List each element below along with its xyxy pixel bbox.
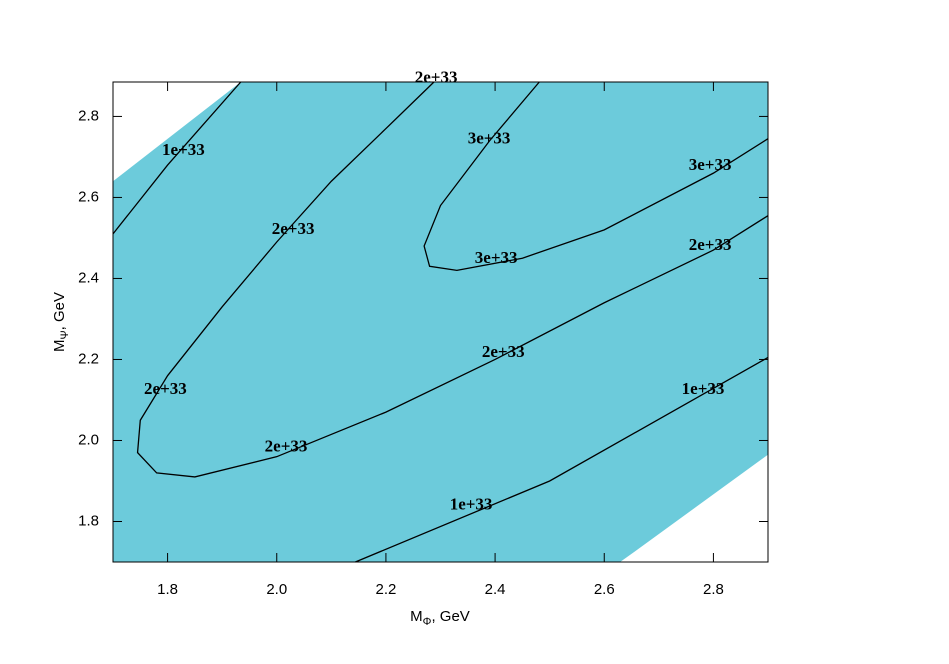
y-axis-label: MΨ, GeV <box>51 292 71 352</box>
y-label-sub: Ψ <box>59 330 71 339</box>
x-label-sub: Φ <box>423 616 432 628</box>
contour-label: 1e+33 <box>450 495 493 514</box>
x-tick-label: 2.0 <box>266 581 287 598</box>
contour-label: 2e+33 <box>265 437 308 456</box>
contour-label: 2e+33 <box>272 219 315 238</box>
feasible-region <box>113 82 768 562</box>
y-tick-label: 2.0 <box>78 431 99 448</box>
y-label-rest: , GeV <box>51 292 68 330</box>
contour-label: 3e+33 <box>468 128 511 147</box>
contour-line <box>423 81 769 272</box>
contour-label: 3e+33 <box>689 155 732 174</box>
x-tick-label: 2.2 <box>375 581 396 598</box>
y-tick-label: 1.8 <box>78 512 99 529</box>
contour-label: 2e+33 <box>482 342 525 361</box>
x-label-main: M <box>410 608 423 625</box>
x-tick-label: 2.6 <box>594 581 615 598</box>
y-tick-label: 2.8 <box>78 107 99 124</box>
contour-label: 1e+33 <box>162 140 205 159</box>
contour-line <box>112 81 242 235</box>
y-label-main: M <box>51 340 68 353</box>
contour-label: 3e+33 <box>475 248 518 267</box>
contour-line <box>355 356 769 563</box>
contour-label: 2e+33 <box>415 67 458 86</box>
y-tick-label: 2.4 <box>78 269 99 286</box>
y-tick-label: 2.2 <box>78 350 99 367</box>
x-tick-label: 2.8 <box>703 581 724 598</box>
x-axis-label: MΦ, GeV <box>410 608 470 628</box>
contour-label: 1e+33 <box>682 379 725 398</box>
plot-frame <box>112 81 769 563</box>
x-tick-label: 2.4 <box>485 581 506 598</box>
contour-line <box>136 81 769 478</box>
contour-label: 2e+33 <box>689 235 732 254</box>
x-label-rest: , GeV <box>431 608 469 625</box>
x-tick-label: 1.8 <box>157 581 178 598</box>
contour-label: 2e+33 <box>144 379 187 398</box>
y-tick-label: 2.6 <box>78 188 99 205</box>
